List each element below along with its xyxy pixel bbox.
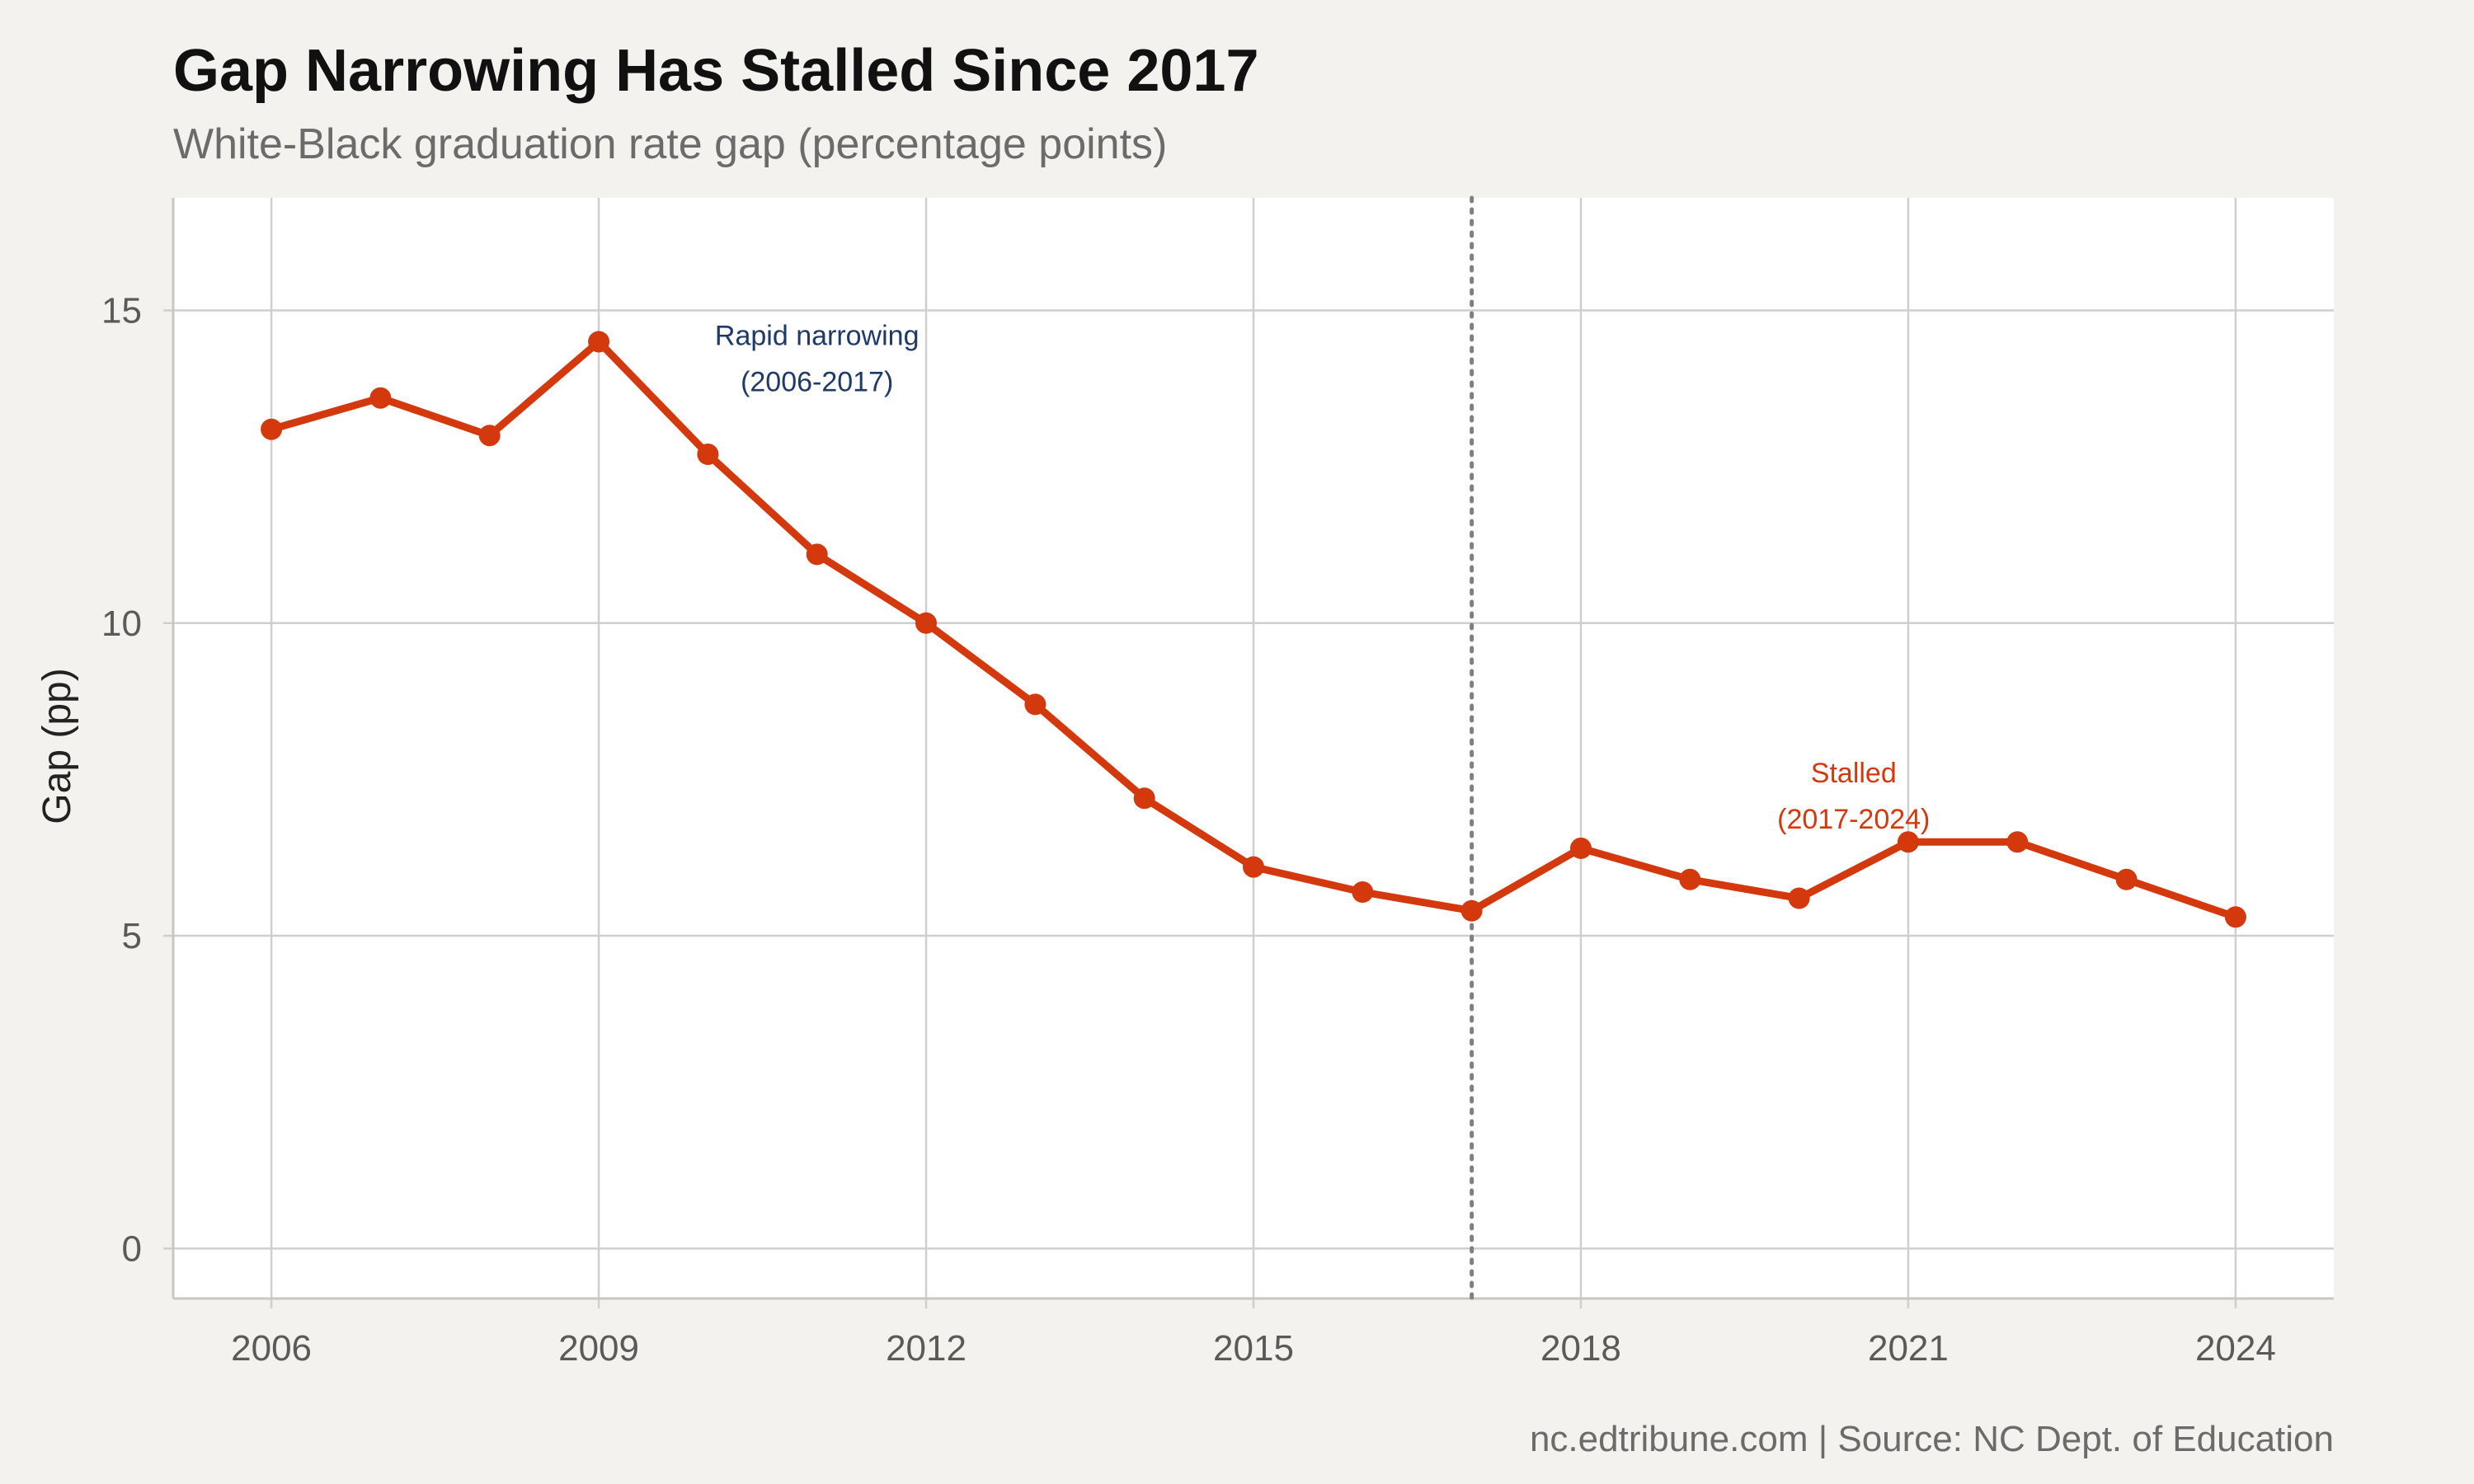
chart-title: Gap Narrowing Has Stalled Since 2017 bbox=[173, 38, 1259, 104]
data-point bbox=[1897, 831, 1919, 853]
gridlines bbox=[163, 198, 2334, 1308]
data-point bbox=[1788, 887, 1810, 909]
chart-subtitle: White-Black graduation rate gap (percent… bbox=[173, 120, 1167, 168]
x-tick-label: 2015 bbox=[1213, 1328, 1294, 1369]
axes bbox=[172, 198, 2334, 1300]
data-point bbox=[261, 418, 283, 440]
data-point bbox=[478, 425, 501, 447]
data-point bbox=[915, 612, 937, 634]
annotations: Rapid narrowing (2006-2017) Stalled (2017-2… bbox=[715, 320, 1930, 835]
y-tick-label: 5 bbox=[122, 916, 142, 956]
annotation-text: (2017-2024) bbox=[1777, 804, 1930, 835]
data-point bbox=[1679, 868, 1701, 890]
data-point bbox=[806, 543, 828, 566]
y-tick-label: 15 bbox=[101, 291, 142, 331]
y-tick-label: 0 bbox=[122, 1228, 142, 1269]
data-point bbox=[1133, 787, 1155, 810]
x-tick-label: 2006 bbox=[231, 1328, 312, 1369]
y-axis-title: Gap (pp) bbox=[35, 668, 79, 824]
x-tick-label: 2012 bbox=[886, 1328, 967, 1369]
x-tick-label: 2018 bbox=[1540, 1328, 1621, 1369]
data-points bbox=[261, 331, 2246, 928]
data-point bbox=[1243, 856, 1264, 878]
data-point bbox=[1352, 881, 1374, 903]
data-point bbox=[2115, 868, 2138, 890]
y-tick-label: 10 bbox=[101, 603, 142, 644]
data-point bbox=[588, 331, 610, 353]
x-tick-label: 2021 bbox=[1868, 1328, 1949, 1369]
data-point bbox=[1024, 693, 1047, 716]
data-point bbox=[1460, 899, 1483, 922]
x-tick-label: 2024 bbox=[2195, 1328, 2276, 1369]
data-point bbox=[2006, 831, 2029, 853]
x-tick-label: 2009 bbox=[558, 1328, 639, 1369]
data-point bbox=[1570, 837, 1592, 859]
data-point bbox=[697, 444, 719, 465]
annotation-text: Rapid narrowing bbox=[715, 320, 920, 351]
annotation-text: Stalled bbox=[1811, 758, 1897, 789]
chart-caption: nc.edtribune.com | Source: NC Dept. of E… bbox=[1530, 1419, 2334, 1459]
annotation-text: (2006-2017) bbox=[741, 366, 893, 397]
data-point bbox=[369, 387, 392, 409]
tick-labels: 2006 2009 2012 2015 2018 2021 2024 0 5 10 15 bbox=[101, 291, 2276, 1369]
data-point bbox=[2224, 906, 2246, 928]
